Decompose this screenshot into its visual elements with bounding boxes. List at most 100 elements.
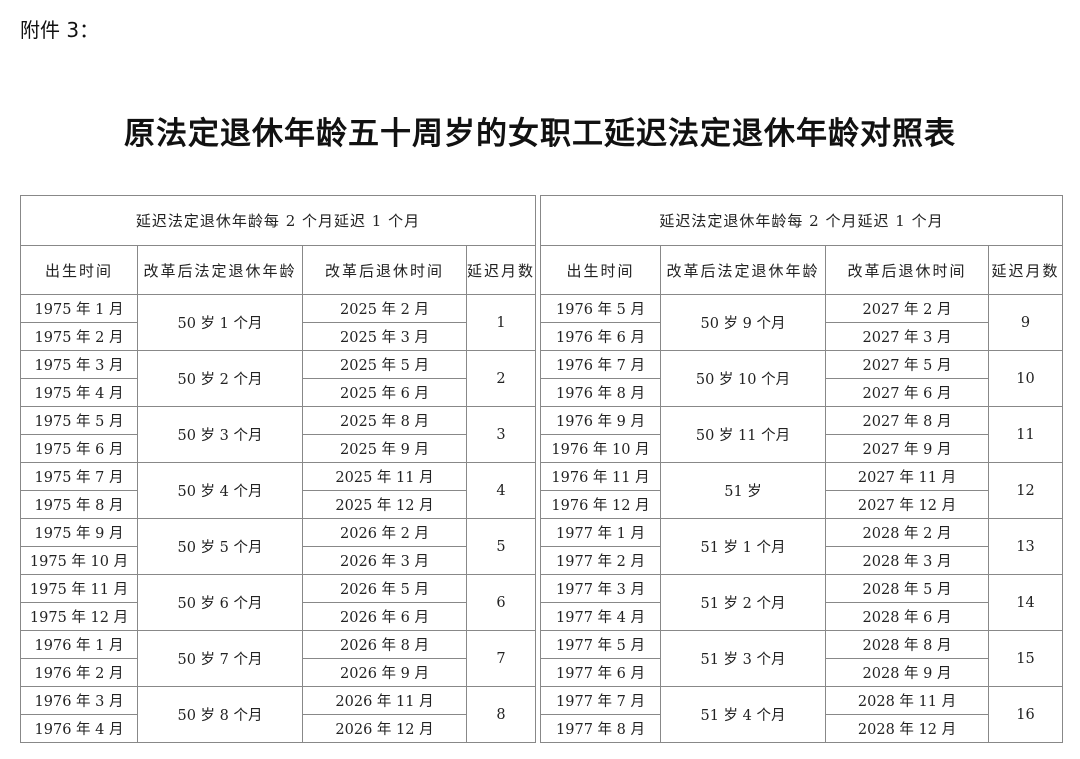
retire-age: 50 岁 9 个月 [660, 294, 826, 351]
retire-age: 50 岁 2 个月 [137, 350, 303, 407]
birth-date: 1976 年 10 月 [540, 434, 661, 463]
birth-date: 1976 年 8 月 [540, 378, 661, 407]
birth-date: 1976 年 7 月 [540, 350, 661, 379]
retire-time: 2028 年 8 月 [825, 630, 989, 659]
table-row: 1976 年 11 月 51 岁 2027 年 11 月 12 [540, 462, 1063, 519]
delay-months: 12 [988, 462, 1063, 519]
table-row: 1975 年 8 月 2025 年 12 月 [20, 490, 536, 519]
retire-time: 2026 年 6 月 [302, 602, 467, 631]
retire-time: 2026 年 3 月 [302, 546, 467, 575]
table-row: 1977 年 6 月 2028 年 9 月 [540, 658, 1063, 687]
birth-date: 1975 年 8 月 [20, 490, 138, 519]
table-row: 1977 年 2 月 2028 年 3 月 [540, 546, 1063, 575]
retire-time: 2026 年 2 月 [302, 518, 467, 547]
header-row: 出生时间 改革后法定退休年龄 改革后退休时间 延迟月数 [540, 245, 1063, 295]
retire-time: 2027 年 5 月 [825, 350, 989, 379]
birth-date: 1975 年 1 月 [20, 294, 138, 323]
attachment-label: 附件 3： [20, 18, 100, 42]
retire-time: 2025 年 12 月 [302, 490, 467, 519]
retire-time: 2026 年 12 月 [302, 714, 467, 743]
retire-age: 50 岁 4 个月 [137, 462, 303, 519]
birth-date: 1975 年 4 月 [20, 378, 138, 407]
delay-months: 5 [465, 518, 537, 575]
birth-date: 1975 年 6 月 [20, 434, 138, 463]
table-row: 1975 年 4 月 2025 年 6 月 [20, 378, 536, 407]
retire-time: 2027 年 8 月 [825, 406, 989, 435]
delay-months: 1 [465, 294, 537, 351]
birth-date: 1975 年 5 月 [20, 406, 138, 435]
retire-age: 50 岁 11 个月 [660, 406, 826, 463]
retire-time: 2026 年 9 月 [302, 658, 467, 687]
birth-date: 1975 年 2 月 [20, 322, 138, 351]
retire-time: 2027 年 6 月 [825, 378, 989, 407]
retire-age: 50 岁 10 个月 [660, 350, 826, 407]
table-caption: 延迟法定退休年龄每 2 个月延迟 1 个月 [19, 195, 537, 246]
retire-time: 2025 年 2 月 [302, 294, 467, 323]
retire-time: 2025 年 8 月 [302, 406, 467, 435]
birth-date: 1975 年 12 月 [20, 602, 138, 631]
birth-date: 1975 年 11 月 [20, 574, 138, 603]
retire-time: 2025 年 5 月 [302, 350, 467, 379]
birth-date: 1976 年 9 月 [540, 406, 661, 435]
retire-time: 2028 年 3 月 [825, 546, 989, 575]
header-retire-age: 改革后法定退休年龄 [137, 245, 303, 295]
retire-age: 50 岁 3 个月 [137, 406, 303, 463]
header-delay-months: 延迟月数 [988, 245, 1063, 295]
birth-date: 1976 年 5 月 [540, 294, 661, 323]
birth-date: 1975 年 10 月 [20, 546, 138, 575]
retire-time: 2028 年 5 月 [825, 574, 989, 603]
delay-months: 14 [988, 574, 1063, 631]
table-row: 1977 年 3 月 51 岁 2 个月 2028 年 5 月 14 [540, 574, 1063, 631]
retire-time: 2028 年 9 月 [825, 658, 989, 687]
table-row: 1976 年 2 月 2026 年 9 月 [20, 658, 536, 687]
retire-time: 2026 年 11 月 [302, 686, 467, 715]
retire-time: 2027 年 3 月 [825, 322, 989, 351]
document-title: 原法定退休年龄五十周岁的女职工延迟法定退休年龄对照表 [124, 116, 956, 152]
header-retire-time: 改革后退休时间 [825, 245, 989, 295]
delay-months: 7 [465, 630, 537, 687]
birth-date: 1975 年 3 月 [20, 350, 138, 379]
birth-date: 1976 年 2 月 [20, 658, 138, 687]
table-row: 1977 年 4 月 2028 年 6 月 [540, 602, 1063, 631]
header-retire-time: 改革后退休时间 [302, 245, 467, 295]
retire-time: 2025 年 3 月 [302, 322, 467, 351]
delay-months: 10 [988, 350, 1063, 407]
birth-date: 1976 年 1 月 [20, 630, 138, 659]
table-caption: 延迟法定退休年龄每 2 个月延迟 1 个月 [540, 195, 1063, 246]
retire-age: 51 岁 3 个月 [660, 630, 826, 687]
birth-date: 1977 年 4 月 [540, 602, 661, 631]
table-row: 1977 年 5 月 51 岁 3 个月 2028 年 8 月 15 [540, 630, 1063, 687]
retire-time: 2025 年 11 月 [302, 462, 467, 491]
delay-months: 9 [988, 294, 1063, 351]
header-retire-age: 改革后法定退休年龄 [660, 245, 826, 295]
retire-age: 50 岁 7 个月 [137, 630, 303, 687]
retire-age: 51 岁 2 个月 [660, 574, 826, 631]
retire-age: 50 岁 1 个月 [137, 294, 303, 351]
table-row: 1975 年 2 月 2025 年 3 月 [20, 322, 536, 351]
table-row: 1976 年 7 月 50 岁 10 个月 2027 年 5 月 10 [540, 350, 1063, 407]
retire-time: 2025 年 9 月 [302, 434, 467, 463]
delay-months: 11 [988, 406, 1063, 463]
caption-row: 延迟法定退休年龄每 2 个月延迟 1 个月 [540, 195, 1063, 246]
delay-months: 15 [988, 630, 1063, 687]
delay-months: 16 [988, 686, 1063, 743]
table-row: 1977 年 7 月 51 岁 4 个月 2028 年 11 月 16 [540, 686, 1063, 743]
comparison-table-right: 延迟法定退休年龄每 2 个月延迟 1 个月 出生时间 改革后法定退休年龄 改革后退休时… [540, 195, 1063, 743]
retire-time: 2028 年 11 月 [825, 686, 989, 715]
table-row: 1977 年 8 月 2028 年 12 月 [540, 714, 1063, 743]
header-delay-months: 延迟月数 [465, 245, 537, 295]
caption-row: 延迟法定退休年龄每 2 个月延迟 1 个月 [19, 195, 537, 246]
delay-months: 3 [465, 406, 537, 463]
birth-date: 1977 年 6 月 [540, 658, 661, 687]
birth-date: 1976 年 12 月 [540, 490, 661, 519]
table-row: 1975 年 10 月 2026 年 3 月 [20, 546, 536, 575]
birth-date: 1976 年 3 月 [20, 686, 138, 715]
retire-age: 51 岁 4 个月 [660, 686, 826, 743]
